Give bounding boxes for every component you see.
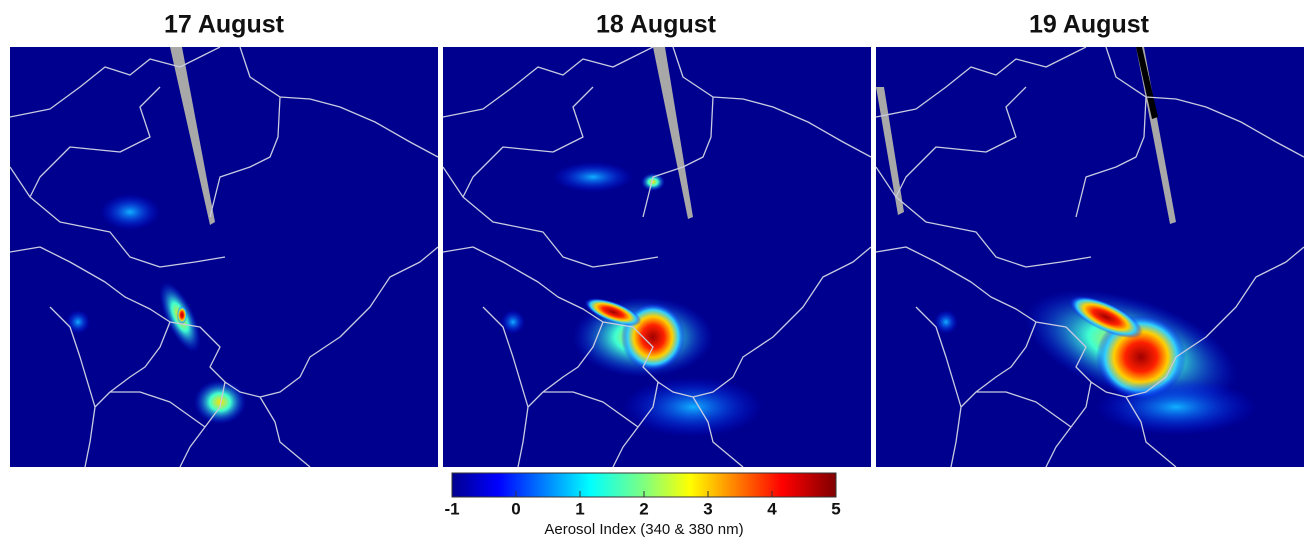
plume: [641, 173, 665, 191]
map-panel: [876, 47, 1304, 467]
plume: [1096, 379, 1256, 435]
plume: [1069, 295, 1143, 339]
plume: [194, 380, 246, 424]
aerosol-plumes: [66, 194, 246, 424]
satellite-gap: [1136, 47, 1158, 119]
plume: [584, 298, 642, 326]
panel-titles: 17 August 18 August 19 August: [164, 11, 1150, 39]
colorbar-tick-label: 5: [831, 499, 840, 518]
colorbar-tick-label: -1: [444, 499, 459, 518]
panel-title: 18 August: [596, 11, 717, 39]
satellite-gap: [876, 87, 904, 215]
satellite-gap: [170, 47, 215, 225]
satellite-gap: [653, 47, 693, 219]
panel-title: 19 August: [1029, 11, 1150, 39]
map-panel: [443, 47, 871, 467]
colorbar-tick-label: 1: [575, 499, 584, 518]
colorbar-tick-label: 4: [767, 499, 777, 518]
plume: [934, 310, 958, 334]
panel-title: 17 August: [164, 11, 285, 39]
plume: [66, 310, 90, 334]
plume: [553, 162, 633, 192]
colorbar-tick-label: 0: [511, 499, 520, 518]
map-panel: [10, 47, 438, 467]
plume: [623, 377, 763, 437]
aerosol-plumes: [934, 290, 1256, 435]
colorbar-label: Aerosol Index (340 & 380 nm): [544, 521, 743, 538]
colorbar-tick-label: 2: [639, 499, 648, 518]
plume: [177, 306, 187, 324]
plume: [501, 310, 525, 334]
colorbar-tick-label: 3: [703, 499, 712, 518]
plume: [100, 194, 160, 230]
colorbar: Aerosol Index (340 & 380 nm) -1 0 1 2 3 4 5: [444, 472, 841, 538]
aerosol-plumes: [501, 162, 763, 437]
